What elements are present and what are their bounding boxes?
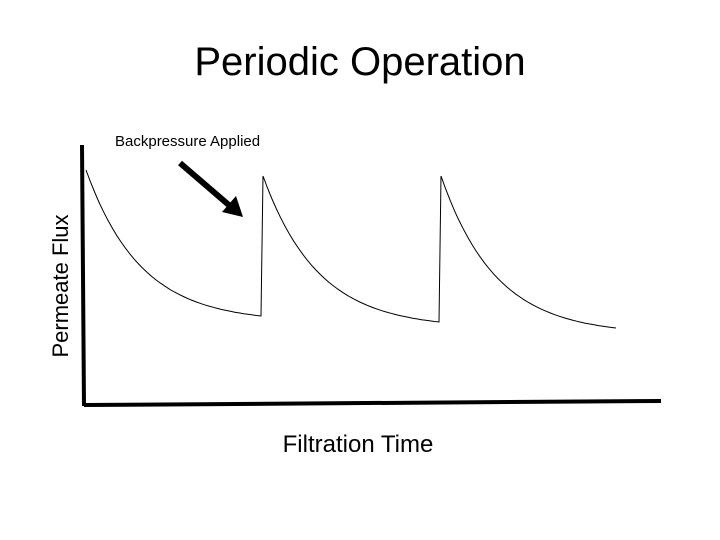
y-axis-label: Permeate Flux [48,214,73,357]
y-axis [80,144,86,407]
x-axis-label: Filtration Time [283,431,434,458]
series-line-flux [85,169,617,329]
chart-title: Periodic Operation [194,40,526,84]
annotation-arrow [178,160,243,217]
x-axis [83,399,662,407]
annotation-label: Backpressure Applied [115,133,260,150]
